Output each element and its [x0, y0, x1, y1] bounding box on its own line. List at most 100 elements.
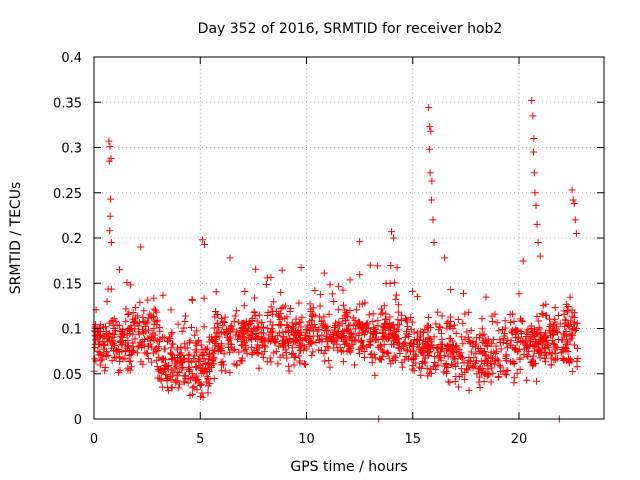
data-point — [243, 350, 251, 358]
x-axis-label: GPS time / hours — [290, 459, 407, 475]
data-point — [536, 354, 544, 362]
data-point — [255, 311, 263, 319]
data-point — [323, 323, 331, 331]
data-point — [394, 308, 402, 316]
data-point — [570, 324, 578, 332]
data-point — [538, 344, 546, 352]
data-point — [319, 322, 327, 330]
data-point — [357, 338, 365, 346]
data-point — [510, 317, 518, 325]
data-point — [101, 341, 109, 349]
data-point — [295, 352, 303, 360]
data-point — [496, 361, 504, 369]
data-point — [125, 326, 133, 334]
data-point — [167, 350, 175, 358]
data-point — [491, 360, 499, 368]
data-point — [430, 239, 438, 247]
data-point — [114, 368, 122, 376]
data-point — [500, 335, 508, 343]
data-point — [151, 331, 159, 339]
data-point — [180, 372, 188, 380]
data-point — [492, 342, 500, 350]
data-point — [484, 362, 492, 370]
data-point — [491, 350, 499, 358]
data-point — [186, 337, 194, 345]
data-point — [458, 354, 466, 362]
data-point — [261, 343, 269, 351]
data-point — [394, 301, 402, 309]
data-point — [307, 308, 315, 316]
data-point — [157, 377, 165, 385]
data-point — [178, 327, 186, 335]
data-point — [118, 347, 126, 355]
data-point — [531, 189, 539, 197]
data-point — [106, 227, 114, 235]
data-point — [410, 367, 418, 375]
data-point — [478, 315, 486, 323]
data-point — [497, 368, 505, 376]
data-point — [374, 262, 382, 270]
data-point — [341, 311, 349, 319]
data-point — [418, 357, 426, 365]
data-point — [301, 361, 309, 369]
data-point — [489, 318, 497, 326]
data-point — [308, 312, 316, 320]
x-tick-label: 10 — [298, 432, 315, 447]
data-point — [253, 317, 261, 325]
data-point — [516, 315, 524, 323]
data-point — [564, 354, 572, 362]
data-point — [541, 345, 549, 353]
data-point — [337, 348, 345, 356]
data-point — [356, 238, 364, 246]
data-point — [368, 350, 376, 358]
data-point — [371, 371, 379, 379]
data-point — [106, 319, 114, 327]
data-point — [398, 317, 406, 325]
x-tick-label: 15 — [404, 432, 421, 447]
data-point — [158, 383, 166, 391]
data-point — [194, 355, 202, 363]
data-point — [267, 303, 275, 311]
data-point — [511, 328, 519, 336]
data-point — [342, 317, 350, 325]
data-point — [330, 344, 338, 352]
data-point — [123, 279, 131, 287]
data-point — [448, 346, 456, 354]
data-point — [379, 347, 387, 355]
data-point — [520, 350, 528, 358]
data-point — [377, 305, 385, 313]
data-point — [248, 336, 256, 344]
data-point — [376, 355, 384, 363]
data-point — [191, 331, 199, 339]
data-point — [318, 317, 326, 325]
data-point — [568, 186, 576, 194]
data-point — [407, 313, 415, 321]
data-point — [434, 308, 442, 316]
data-point — [139, 360, 147, 368]
data-point — [453, 342, 461, 350]
data-point — [125, 357, 133, 365]
data-point — [461, 310, 469, 318]
data-point — [356, 271, 364, 279]
data-point — [325, 310, 333, 318]
data-point — [214, 311, 222, 319]
data-point — [431, 353, 439, 361]
data-point — [239, 334, 247, 342]
data-point — [200, 294, 208, 302]
data-point — [210, 347, 218, 355]
data-point — [209, 356, 217, 364]
data-point — [106, 336, 114, 344]
data-point — [266, 354, 274, 362]
data-point — [138, 337, 146, 345]
data-point — [539, 302, 547, 310]
data-point — [407, 326, 415, 334]
data-point — [553, 325, 561, 333]
data-point — [278, 266, 286, 274]
data-point — [452, 329, 460, 337]
data-point — [131, 325, 139, 333]
data-point — [385, 355, 393, 363]
y-tick-label: 0 — [74, 413, 82, 428]
data-point — [255, 364, 263, 372]
data-point — [227, 340, 235, 348]
data-point — [487, 378, 495, 386]
